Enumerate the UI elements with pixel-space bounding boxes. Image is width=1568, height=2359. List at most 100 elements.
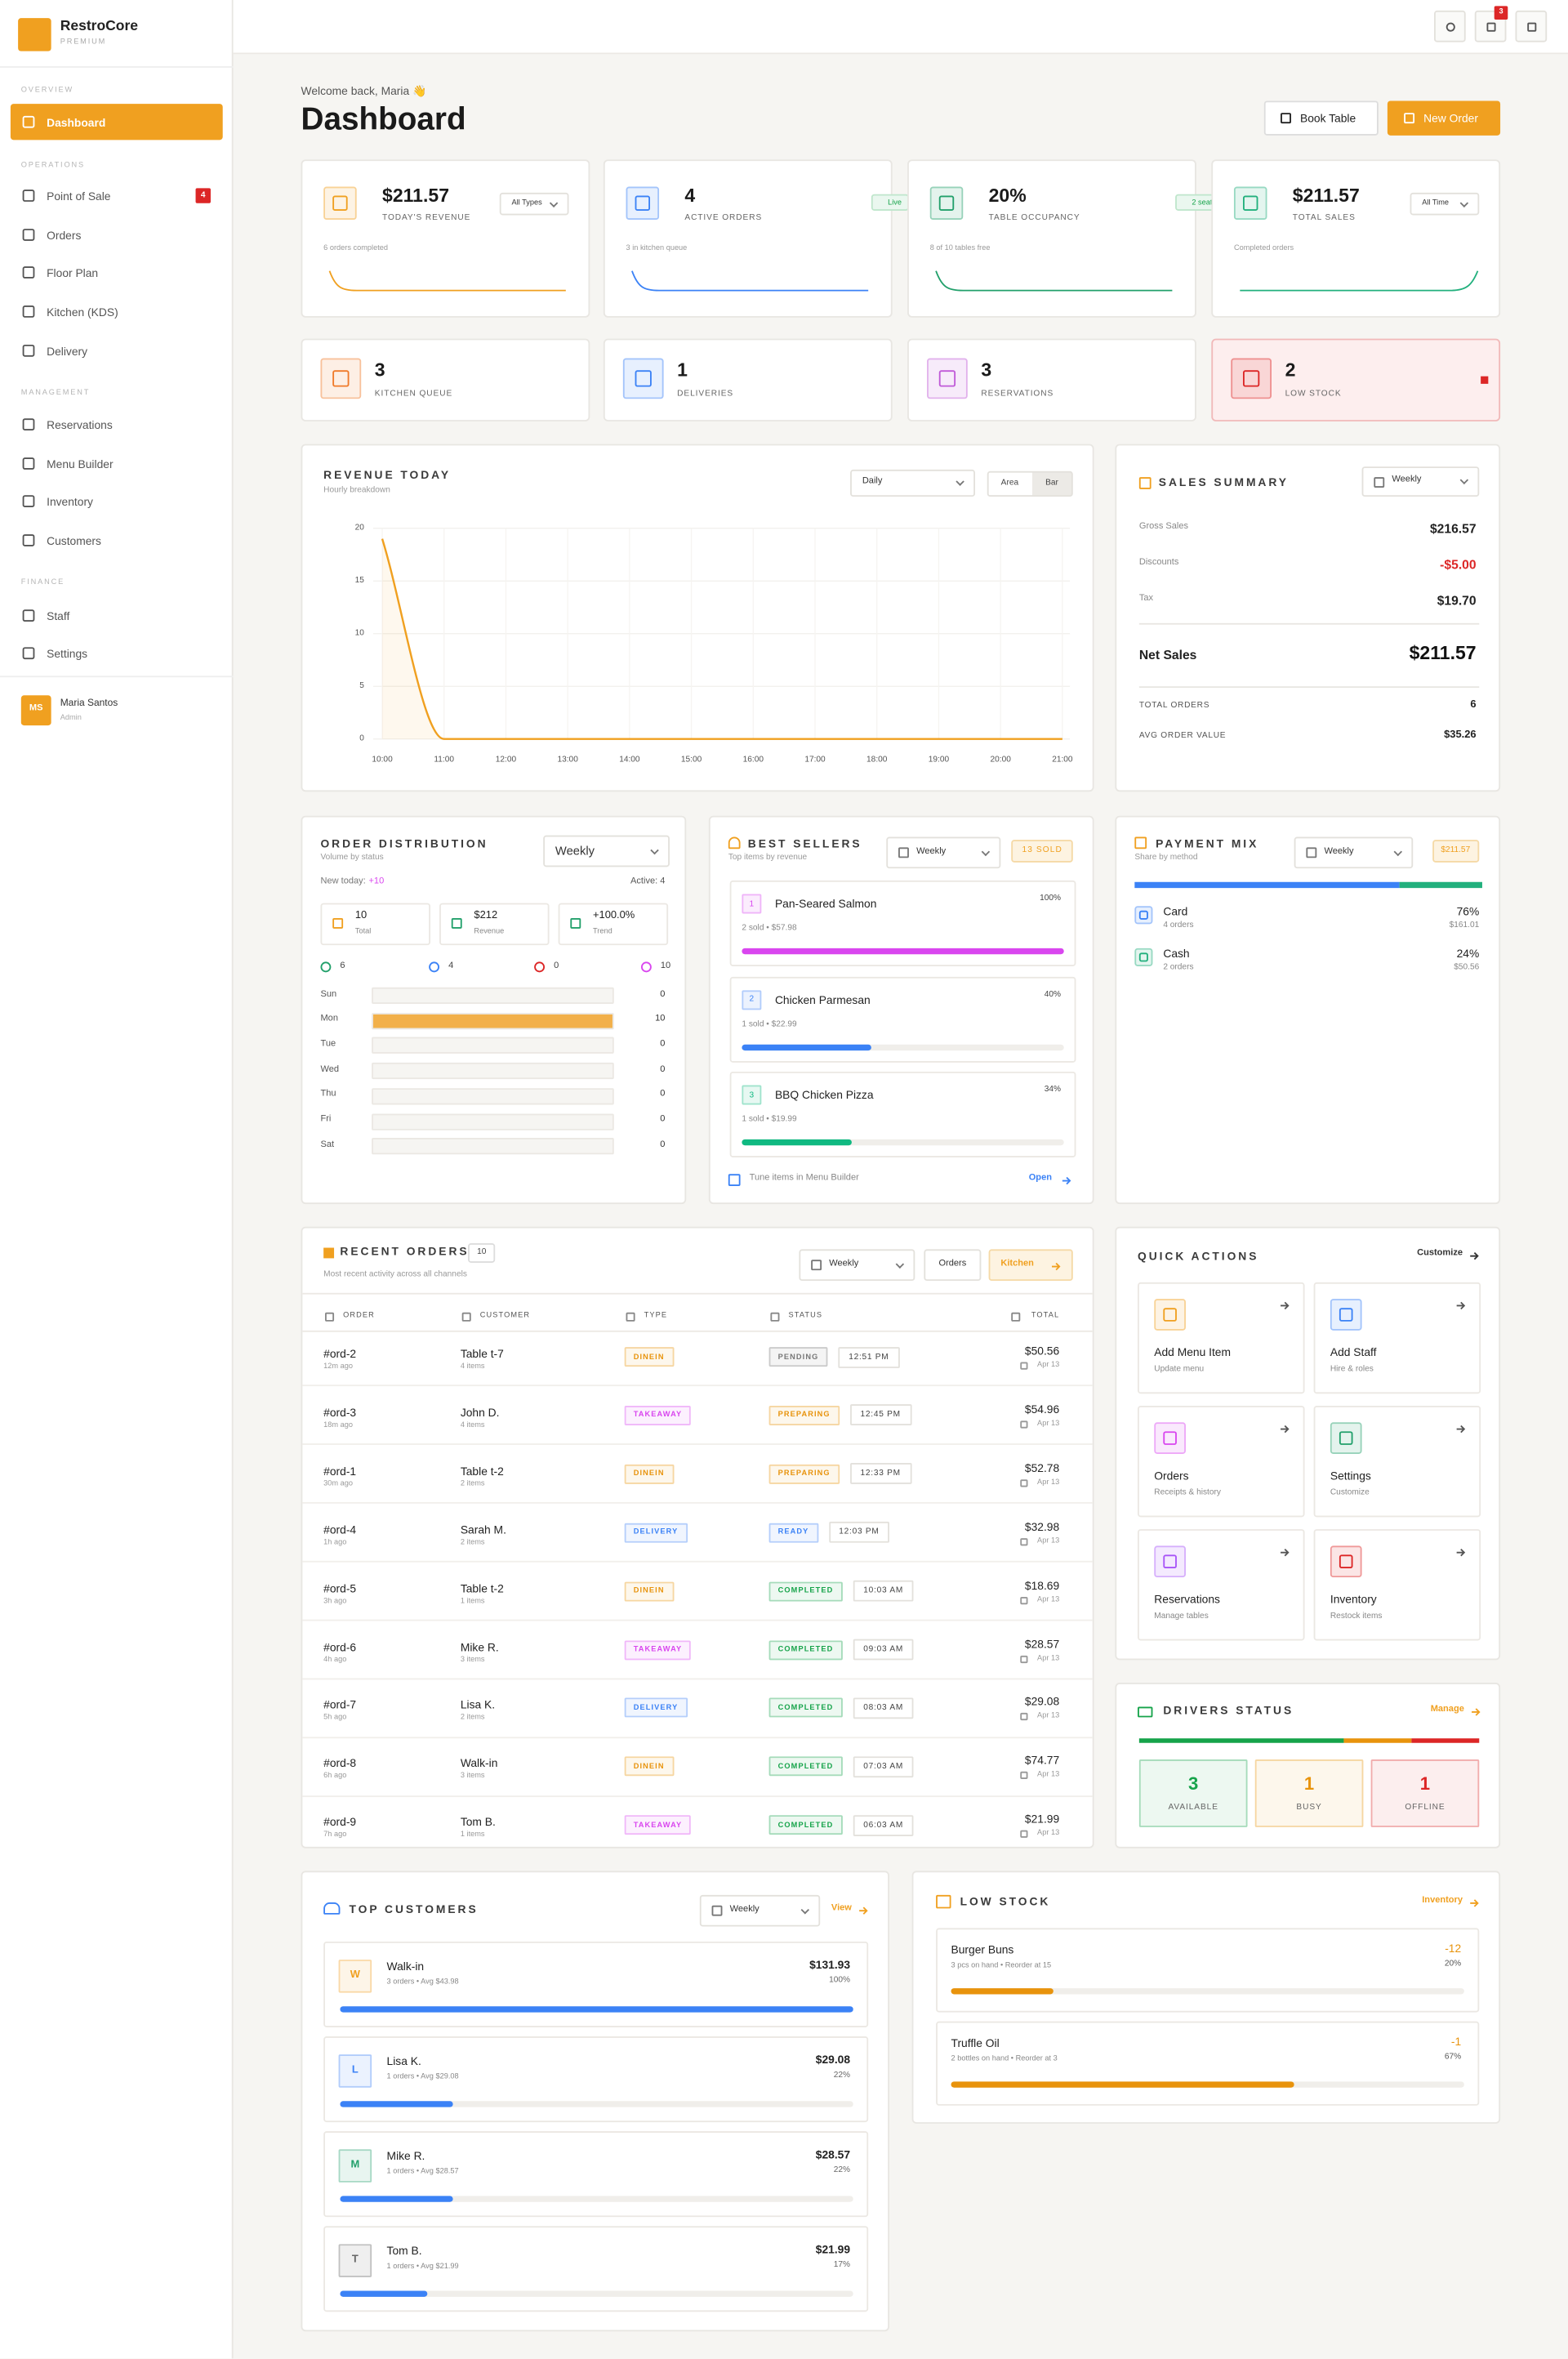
dropdown[interactable]: Daily [850, 469, 976, 497]
quick-action-sub[interactable]: Customize [1330, 1488, 1370, 1498]
nav-label[interactable]: Settings [47, 646, 88, 660]
calendar-icon [898, 847, 909, 858]
customer-avatar: L [338, 2054, 372, 2088]
summary-tile: 10 Total [320, 903, 430, 946]
nav-item[interactable]: Point of Sale 4 [11, 177, 223, 213]
quick-action-tile[interactable]: Settings Customize [1313, 1405, 1481, 1518]
nav-item[interactable]: Menu Builder [11, 445, 223, 481]
quick-action-tile[interactable]: Add Menu Item Update menu [1138, 1282, 1305, 1394]
footer-link[interactable]: Open [1028, 1173, 1052, 1183]
dropdown-label[interactable]: All Types [511, 198, 542, 208]
theme-toggle-button[interactable] [1434, 10, 1466, 42]
driver-stat: 3 AVAILABLE [1138, 1759, 1248, 1827]
x-tick-label: 18:00 [866, 755, 888, 765]
nav-item[interactable]: Settings [11, 635, 223, 671]
nav-label[interactable]: Floor Plan [47, 265, 99, 279]
button-label[interactable]: Orders [938, 1259, 967, 1269]
dropdown[interactable]: Weekly [543, 835, 670, 867]
view-option[interactable]: Area [1000, 478, 1019, 488]
header-button[interactable]: Book Table [1263, 100, 1379, 136]
button-label[interactable]: New Order [1423, 110, 1478, 125]
nav-item[interactable]: Floor Plan [11, 254, 223, 290]
bar-track [372, 1087, 614, 1105]
customize-link[interactable]: Customize [1417, 1249, 1463, 1259]
quick-action-tile[interactable]: Reservations Manage tables [1138, 1529, 1305, 1641]
orders-button[interactable]: Orders [924, 1249, 982, 1282]
nav-item[interactable]: Staff [11, 598, 223, 634]
dropdown-label[interactable]: Daily [862, 477, 883, 487]
dropdown[interactable]: Weekly [1361, 466, 1480, 497]
dropdown[interactable]: All Time [1410, 192, 1480, 216]
button-label[interactable]: Book Table [1300, 110, 1356, 125]
quick-action-tile[interactable]: Inventory Restock items [1313, 1529, 1481, 1641]
nav-label[interactable]: Point of Sale [47, 189, 111, 203]
dropdown-label[interactable]: Weekly [916, 846, 947, 856]
button-label[interactable]: Kitchen [1000, 1259, 1034, 1269]
y-tick-label: 10 [354, 628, 364, 638]
quick-action-label[interactable]: Inventory [1330, 1592, 1377, 1607]
order-id: #ord-7 [323, 1698, 357, 1712]
order-status: PREPARING [768, 1405, 840, 1425]
quick-action-label[interactable]: Add Staff [1330, 1345, 1377, 1359]
customer-share: 100% [829, 1976, 851, 1986]
inventory-link[interactable]: Inventory [1422, 1895, 1463, 1905]
nav-label[interactable]: Customers [47, 533, 101, 547]
quick-action-sub[interactable]: Hire & roles [1330, 1365, 1374, 1375]
customer-name: Table t-2 [460, 1464, 504, 1478]
dropdown[interactable]: Weekly [886, 836, 1001, 869]
nav-item[interactable]: Delivery [11, 332, 223, 368]
dropdown[interactable]: Weekly [799, 1249, 915, 1282]
nav-item[interactable]: Customers [11, 522, 223, 558]
order-date: Apr 13 [1037, 1360, 1060, 1370]
dropdown-label[interactable]: Weekly [555, 843, 595, 858]
rank-badge: 3 [742, 1085, 762, 1105]
quick-action-label[interactable]: Add Menu Item [1154, 1345, 1231, 1359]
quick-action-sub[interactable]: Receipts & history [1154, 1488, 1221, 1498]
manage-link[interactable]: Manage [1430, 1704, 1464, 1714]
quick-action-sub[interactable]: Manage tables [1154, 1612, 1209, 1621]
dropdown-label[interactable]: Weekly [729, 1905, 760, 1915]
nav-item[interactable]: Inventory [11, 483, 223, 519]
sparkline [935, 270, 1173, 292]
quick-action-sub[interactable]: Update menu [1154, 1365, 1205, 1375]
dropdown-label[interactable]: All Time [1422, 198, 1450, 208]
header-button[interactable]: New Order [1387, 100, 1501, 136]
logout-button[interactable] [1515, 10, 1548, 42]
status-icon [640, 961, 652, 973]
quick-action-tile[interactable]: Orders Receipts & history [1138, 1405, 1305, 1518]
dropdown-label[interactable]: Weekly [1392, 475, 1422, 485]
nav-label[interactable]: Inventory [47, 494, 93, 508]
driver-stat: 1 OFFLINE [1370, 1759, 1480, 1827]
dropdown-label[interactable]: Weekly [1324, 846, 1354, 856]
dropdown[interactable]: Weekly [699, 1894, 821, 1927]
bar-track [340, 2196, 853, 2202]
nav-label[interactable]: Reservations [47, 417, 113, 431]
nav-item[interactable]: Reservations [11, 407, 223, 443]
kitchen-button[interactable]: Kitchen [988, 1249, 1073, 1282]
quick-action-label[interactable]: Settings [1330, 1469, 1371, 1483]
view-option[interactable]: Bar [1045, 478, 1058, 488]
nav-label[interactable]: Kitchen (KDS) [47, 305, 118, 319]
nav-label[interactable]: Orders [47, 228, 82, 242]
chart-plot [372, 528, 1071, 740]
arrow-path [1051, 1261, 1061, 1270]
nav-label[interactable]: Delivery [47, 344, 88, 358]
status-cell: READY 12:03 PM [768, 1521, 1055, 1544]
quick-action-label[interactable]: Orders [1154, 1469, 1189, 1483]
nav-item[interactable]: Orders [11, 216, 223, 252]
nav-label[interactable]: Menu Builder [47, 457, 114, 470]
view-link[interactable]: View [831, 1902, 852, 1913]
x-tick-label: 19:00 [928, 755, 950, 765]
dropdown-label[interactable]: Weekly [829, 1259, 859, 1269]
quick-action-tile[interactable]: Add Staff Hire & roles [1313, 1282, 1481, 1394]
dropdown[interactable]: All Types [499, 192, 569, 216]
bar [372, 1014, 612, 1028]
nav-item[interactable]: Dashboard [10, 104, 223, 140]
nav-label[interactable]: Dashboard [47, 114, 106, 129]
quick-action-sub[interactable]: Restock items [1330, 1612, 1383, 1621]
nav-item[interactable]: Kitchen (KDS) [11, 293, 223, 329]
dropdown[interactable]: Weekly [1294, 836, 1414, 869]
quick-action-label[interactable]: Reservations [1154, 1592, 1220, 1607]
nav-label[interactable]: Staff [47, 609, 70, 622]
